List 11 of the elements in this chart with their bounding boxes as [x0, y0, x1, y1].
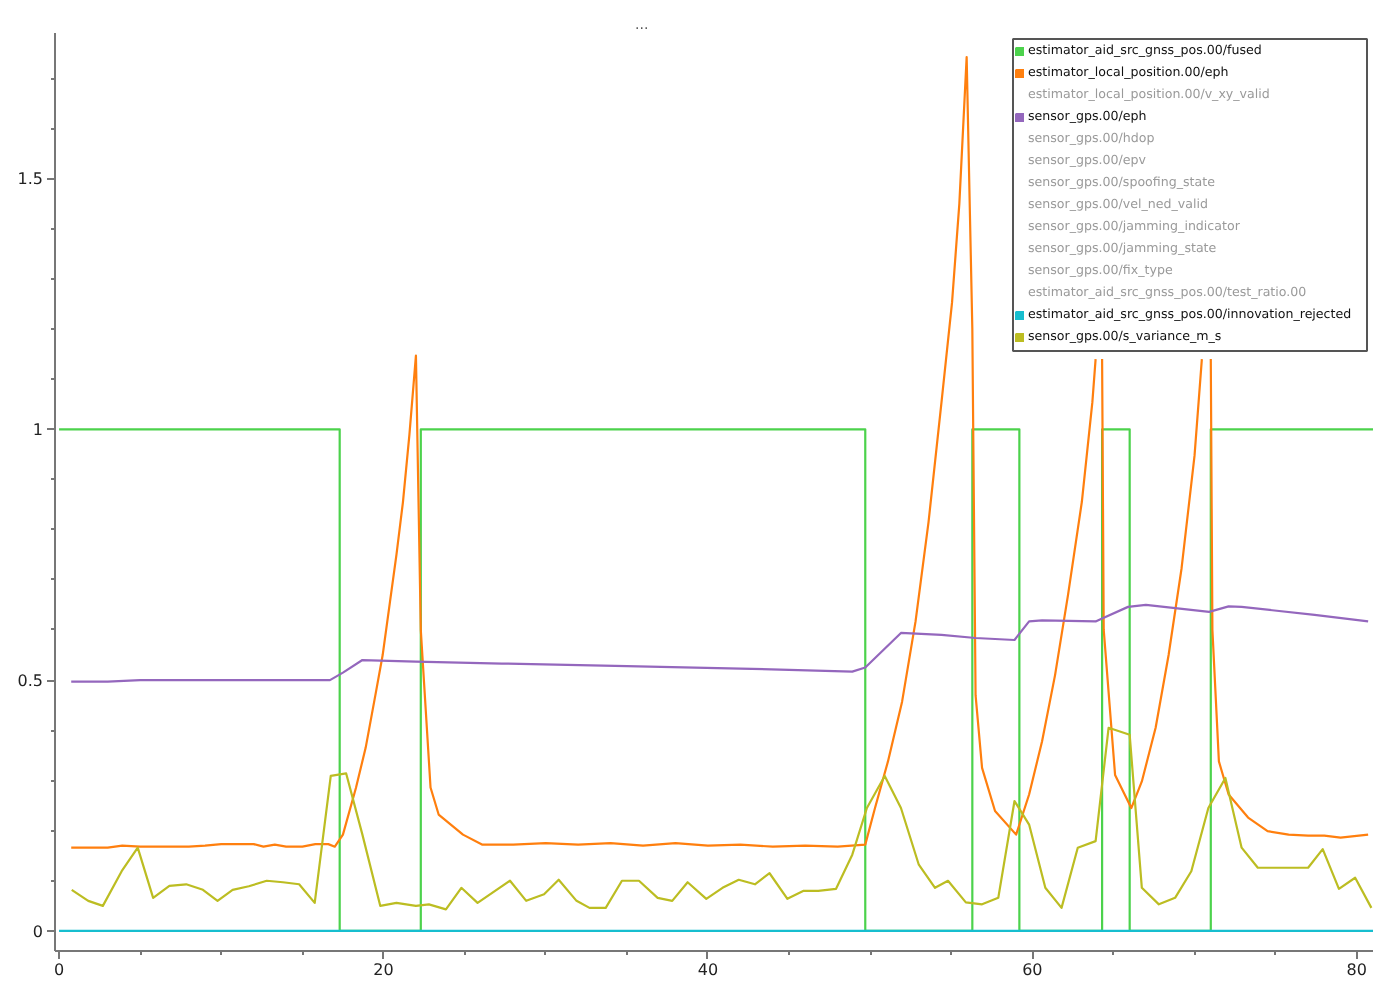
x-tick-label: 20: [373, 961, 394, 979]
y-tick-label: 0: [32, 922, 44, 941]
x-tick-label: 80: [1346, 961, 1367, 979]
x-tick-label: 60: [1022, 961, 1043, 979]
y-tick-label: 1: [32, 421, 44, 440]
y-tick-label: 1.5: [17, 170, 44, 189]
x-tick-label: 0: [53, 961, 65, 979]
line-series: [70, 726, 1373, 911]
x-tick-label: 40: [697, 961, 719, 979]
line-series: [70, 603, 1370, 683]
y-tick-label: 0.5: [17, 672, 44, 691]
